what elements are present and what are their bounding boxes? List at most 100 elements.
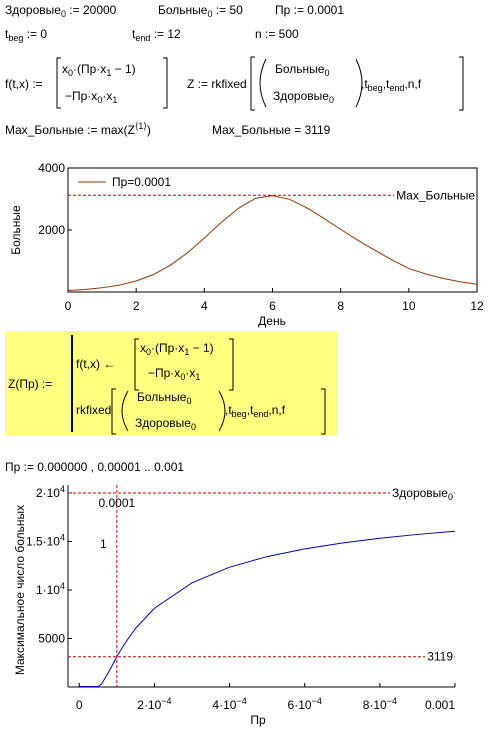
legend-label: Пр=0.0001 bbox=[112, 175, 171, 189]
marker-label-bg bbox=[390, 486, 454, 502]
vector-paren bbox=[121, 390, 226, 432]
math-text: Здоровые0 bbox=[135, 416, 196, 432]
math-text-part: ,n,f bbox=[268, 403, 285, 417]
y-tick-label-part: 5000 bbox=[38, 632, 65, 646]
math-text: f(t,x) ← bbox=[76, 357, 115, 371]
math-text: −Пр·x0·x1 bbox=[65, 89, 117, 105]
x-axis-label-part: День bbox=[258, 314, 286, 328]
math-text-sub: 0 bbox=[191, 422, 196, 432]
math-text-sub: end bbox=[389, 83, 404, 93]
annotation: 1 bbox=[100, 537, 107, 551]
math-text-part: Пр := 0.000000 , 0.00001 .. 0.001 bbox=[5, 460, 184, 474]
math-text-sub: beg bbox=[8, 33, 23, 43]
math-text-part: n := 500 bbox=[255, 27, 299, 41]
y-tick-label: 4000 bbox=[38, 161, 65, 175]
x-tick-label: 0 bbox=[76, 698, 83, 712]
math-text-sub: 1 bbox=[184, 347, 189, 357]
x-axis-label-part: Пр bbox=[250, 713, 266, 727]
math-text-part: ,t bbox=[383, 77, 390, 91]
x-tick-label-part: 4·10 bbox=[212, 698, 236, 712]
call-bracket bbox=[250, 56, 464, 111]
math-text-part: Z(Пр) := bbox=[8, 377, 52, 391]
math-text-part: ·(Пр·x bbox=[151, 341, 184, 355]
math-text-part: ,t bbox=[225, 403, 232, 417]
x-tick-label-part: 2·10 bbox=[137, 698, 161, 712]
y-tick-label-part: 2000 bbox=[38, 223, 65, 237]
data-line bbox=[67, 195, 478, 291]
y-tick-label-sup: 4 bbox=[60, 581, 65, 591]
math-text-sub: 0 bbox=[146, 347, 151, 357]
math-text-part: −Пр·x bbox=[65, 89, 97, 103]
x-tick-label: 10 bbox=[402, 299, 416, 313]
y-tick-label: 5000 bbox=[38, 632, 65, 646]
marker-label-part: Max_Больные bbox=[396, 188, 475, 202]
marker-label-bg bbox=[425, 649, 455, 664]
math-text: Z(Пр) := bbox=[8, 377, 52, 391]
math-text-part: − 1) bbox=[111, 62, 135, 76]
x-tick-label: 0.001 bbox=[425, 698, 455, 712]
math-text-sub: 0 bbox=[68, 68, 73, 78]
math-text-part: f(t,x) ← bbox=[76, 357, 115, 371]
y-axis-label: Максимальное число больных bbox=[13, 505, 27, 675]
marker-label: Здоровые0 bbox=[392, 486, 453, 502]
math-text-sub: 0 bbox=[180, 372, 185, 382]
y-tick-label: 2000 bbox=[38, 223, 65, 237]
marker-label: 3119 bbox=[427, 650, 453, 664]
math-text-part: ·(Пр·x bbox=[73, 62, 106, 76]
math-text-part: ) bbox=[147, 123, 151, 137]
x-tick-label-part: 12 bbox=[470, 299, 484, 313]
x-tick-label-sup: −4 bbox=[387, 696, 397, 706]
math-text: f(t,x) := bbox=[5, 77, 43, 91]
math-text-part: Больные bbox=[137, 390, 187, 404]
math-text-part: rkfixed bbox=[76, 403, 111, 417]
math-text-part: ·x bbox=[185, 366, 195, 380]
math-text-sub: 0 bbox=[186, 396, 191, 406]
math-text-part: t bbox=[5, 27, 9, 41]
y-tick-label-sup: 4 bbox=[60, 533, 65, 543]
matrix-bracket bbox=[56, 57, 168, 109]
math-text-part: Max_Больные = 3119 bbox=[212, 123, 331, 137]
math-text: tend := 12 bbox=[132, 27, 181, 43]
math-text-sup: ⟨1⟩ bbox=[135, 121, 147, 131]
math-text: −Пр·x0·x1 bbox=[148, 366, 200, 382]
x-tick-label-sup: −4 bbox=[161, 696, 171, 706]
marker-label-part: 0.0001 bbox=[98, 496, 135, 510]
math-text: Z := rkfixed bbox=[187, 77, 247, 91]
math-text-part: := 12 bbox=[150, 27, 181, 41]
math-text-part: ·x bbox=[102, 89, 112, 103]
math-text: Пр := 0.000000 , 0.00001 .. 0.001 bbox=[5, 460, 184, 474]
math-text-part: := 0 bbox=[23, 27, 47, 41]
math-text-sub: 0 bbox=[324, 68, 329, 78]
math-text: ,tbeg,tend,n,f bbox=[225, 403, 286, 419]
math-text-part: ,n,f bbox=[404, 77, 421, 91]
math-text-part: Больные bbox=[275, 62, 325, 76]
x-tick-label-part: 0 bbox=[76, 698, 83, 712]
math-text: x0·(Пр·x1 − 1) bbox=[62, 62, 136, 78]
math-text-sub: 0 bbox=[207, 9, 212, 19]
y-tick-label: 2·104 bbox=[36, 484, 65, 500]
math-text-sub: 1 bbox=[195, 372, 200, 382]
math-text-sub: 0 bbox=[61, 9, 66, 19]
math-text: Больные0 bbox=[137, 390, 191, 406]
y-tick-label-part: 1·10 bbox=[36, 583, 60, 597]
math-text-part: Здоровые bbox=[273, 89, 329, 103]
program-highlight bbox=[5, 331, 337, 435]
math-text: Max_Больные = 3119 bbox=[212, 123, 331, 137]
math-text-part: Z := rkfixed bbox=[187, 77, 247, 91]
x-tick-label: 6·10−4 bbox=[288, 696, 322, 712]
x-tick-label: 12 bbox=[470, 299, 484, 313]
math-text: Здоровые0 bbox=[273, 89, 334, 105]
math-text-sub: 0 bbox=[97, 95, 102, 105]
math-text-sub: 0 bbox=[329, 95, 334, 105]
y-tick-label-sup: 4 bbox=[60, 484, 65, 494]
x-tick-label-part: 6 bbox=[269, 299, 276, 313]
x-tick-label-part: 10 bbox=[402, 299, 416, 313]
math-text-part: −Пр·x bbox=[148, 366, 180, 380]
y-axis-label-part: Максимальное число больных bbox=[13, 505, 27, 675]
x-tick-label: 2 bbox=[133, 299, 140, 313]
math-text: rkfixed bbox=[76, 403, 111, 417]
math-text: n := 500 bbox=[255, 27, 299, 41]
